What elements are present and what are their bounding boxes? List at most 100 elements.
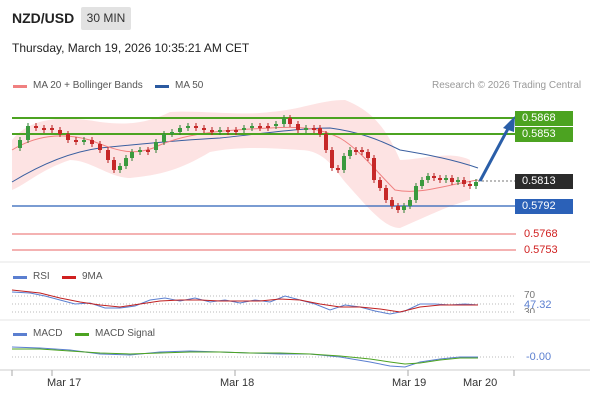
candle-body xyxy=(366,152,370,158)
macd-value-label: -0.00 xyxy=(526,351,552,363)
rsi-lower-label: 30 xyxy=(524,307,536,313)
candle-body xyxy=(242,128,246,130)
candle-body xyxy=(330,150,334,168)
candle-body xyxy=(50,128,54,130)
ma20-legend-label: MA 20 + Bollinger Bands xyxy=(33,80,143,91)
candle-body xyxy=(170,132,174,134)
macd-signal-line xyxy=(12,348,478,365)
candle-body xyxy=(468,184,472,186)
candle-body xyxy=(154,142,158,150)
candle-body xyxy=(336,168,340,170)
x-axis-label-mar19: Mar 19 xyxy=(392,377,427,389)
candle-body xyxy=(378,180,382,188)
macd-legend: MACD MACD Signal xyxy=(12,328,182,342)
candle-body xyxy=(138,150,142,152)
candle-body xyxy=(258,126,262,128)
candle-body xyxy=(296,124,300,130)
candle-body xyxy=(414,186,418,200)
rsi-legend: RSI 9MA xyxy=(12,271,132,285)
candle-body xyxy=(124,158,128,166)
candlesticks xyxy=(18,115,478,213)
candle-body xyxy=(342,156,346,170)
candle-body xyxy=(26,126,30,140)
candle-body xyxy=(456,180,460,182)
ma50-swatch xyxy=(155,85,169,88)
candle-body xyxy=(348,150,352,156)
rsi-9ma-line xyxy=(11,289,478,313)
rsi-value-label: 47.32 xyxy=(524,299,552,311)
candle-body xyxy=(426,176,430,180)
x-axis-label-mar20: Mar 20 xyxy=(463,377,498,389)
candle-body xyxy=(34,126,38,128)
candle-body xyxy=(58,130,62,134)
candle-body xyxy=(194,126,198,128)
candle-body xyxy=(18,140,22,148)
candle-body xyxy=(384,188,388,200)
forecast-arrow-head xyxy=(503,116,515,132)
candle-body xyxy=(274,124,278,126)
candle-body xyxy=(90,140,94,144)
last-price-tag: 0.5813 xyxy=(515,174,573,189)
candle-body xyxy=(250,126,254,128)
candle-body xyxy=(420,180,424,186)
ma20-line xyxy=(11,126,479,192)
candle-body xyxy=(98,144,102,150)
resistance-2-tag: 0.5868 xyxy=(515,111,573,126)
candle-body xyxy=(462,180,466,184)
main-legend: MA 20 + Bollinger Bands MA 50 xyxy=(12,80,252,94)
x-axis-label-mar18: Mar 18 xyxy=(220,377,255,389)
bollinger-band-area xyxy=(12,100,470,228)
candle-body xyxy=(112,160,116,170)
candle-body xyxy=(438,178,442,180)
ma50-legend-label: MA 50 xyxy=(175,80,204,91)
candle-body xyxy=(444,178,448,180)
support-2-label: 0.5753 xyxy=(524,244,558,256)
macd-signal-swatch xyxy=(75,333,89,336)
candle-body xyxy=(82,140,86,142)
candle-body xyxy=(390,200,394,206)
macd-signal-legend-label: MACD Signal xyxy=(95,328,156,339)
credit-text: Research © 2026 Trading Central xyxy=(432,80,582,91)
forecast-arrow xyxy=(478,124,512,182)
candle-body xyxy=(360,150,364,152)
rsi-line xyxy=(11,291,479,315)
candle-body xyxy=(74,140,78,142)
candle-body xyxy=(130,152,134,158)
timeframe-button[interactable]: 30 MIN xyxy=(81,7,131,30)
candle-body xyxy=(312,128,316,130)
pivot-tag: 0.5792 xyxy=(515,199,573,214)
rsi-swatch xyxy=(13,276,27,279)
candle-body xyxy=(202,128,206,130)
candle-body xyxy=(408,200,412,206)
candle-body xyxy=(324,134,328,150)
candle-body xyxy=(162,134,166,142)
candle-body xyxy=(474,182,478,186)
candle-body xyxy=(118,166,122,170)
candle-body xyxy=(106,150,110,160)
candle-body xyxy=(146,150,150,152)
candle-body xyxy=(372,158,376,180)
candle-body xyxy=(186,126,190,128)
candle-body xyxy=(282,118,286,124)
candle-body xyxy=(66,134,70,140)
rsi-upper-label: 70 xyxy=(524,290,536,301)
macd-legend-label: MACD xyxy=(33,328,63,339)
rsi-legend-label: RSI xyxy=(33,271,50,282)
candle-body xyxy=(354,150,358,152)
candle-body xyxy=(432,176,436,178)
candle-body xyxy=(318,128,322,134)
candle-body xyxy=(42,128,46,130)
ma20-swatch xyxy=(13,85,27,88)
resistance-1-label: 0.5853 xyxy=(515,127,573,142)
candle-body xyxy=(178,128,182,132)
rsi-ma-swatch xyxy=(62,276,76,279)
candle-body xyxy=(402,206,406,210)
candle-body xyxy=(288,118,292,124)
timestamp: Thursday, March 19, 2026 10:35:21 AM CET xyxy=(12,41,250,55)
candle-body xyxy=(396,206,400,210)
macd-line xyxy=(11,346,478,368)
candle-body xyxy=(450,178,454,182)
candle-body xyxy=(234,130,238,132)
candle-body xyxy=(210,130,214,132)
